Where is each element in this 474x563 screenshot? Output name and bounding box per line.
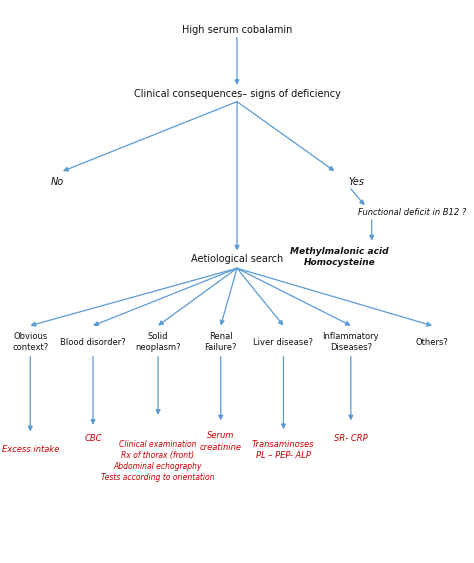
Text: Solid
neoplasm?: Solid neoplasm? [135, 332, 181, 352]
Text: No: No [51, 177, 64, 187]
Text: Clinical consequences– signs of deficiency: Clinical consequences– signs of deficien… [134, 89, 340, 99]
Text: CBC: CBC [84, 434, 102, 443]
Text: High serum cobalamin: High serum cobalamin [182, 25, 292, 35]
Text: Yes: Yes [348, 177, 365, 187]
Text: Obvious
context?: Obvious context? [12, 332, 48, 352]
Text: Aetiological search: Aetiological search [191, 254, 283, 265]
Text: Serum
creatinine: Serum creatinine [200, 431, 242, 452]
Text: Renal
Failure?: Renal Failure? [204, 332, 237, 352]
Text: Functional deficit in B12 ?: Functional deficit in B12 ? [358, 208, 466, 217]
Text: Others?: Others? [416, 338, 448, 347]
Text: SR- CRP: SR- CRP [334, 434, 368, 443]
Text: Clinical examination
Rx of thorax (front)
Abdominal echography
Tests according t: Clinical examination Rx of thorax (front… [101, 440, 215, 482]
Text: Inflammatory
Diseases?: Inflammatory Diseases? [322, 332, 379, 352]
Text: Excess intake: Excess intake [1, 445, 59, 454]
Text: Methylmalonic acid
Homocysteine: Methylmalonic acid Homocysteine [290, 247, 389, 267]
Text: Liver disease?: Liver disease? [254, 338, 313, 347]
Text: Transaminoses
PL – PEP- ALP: Transaminoses PL – PEP- ALP [252, 440, 315, 460]
Text: Blood disorder?: Blood disorder? [60, 338, 126, 347]
